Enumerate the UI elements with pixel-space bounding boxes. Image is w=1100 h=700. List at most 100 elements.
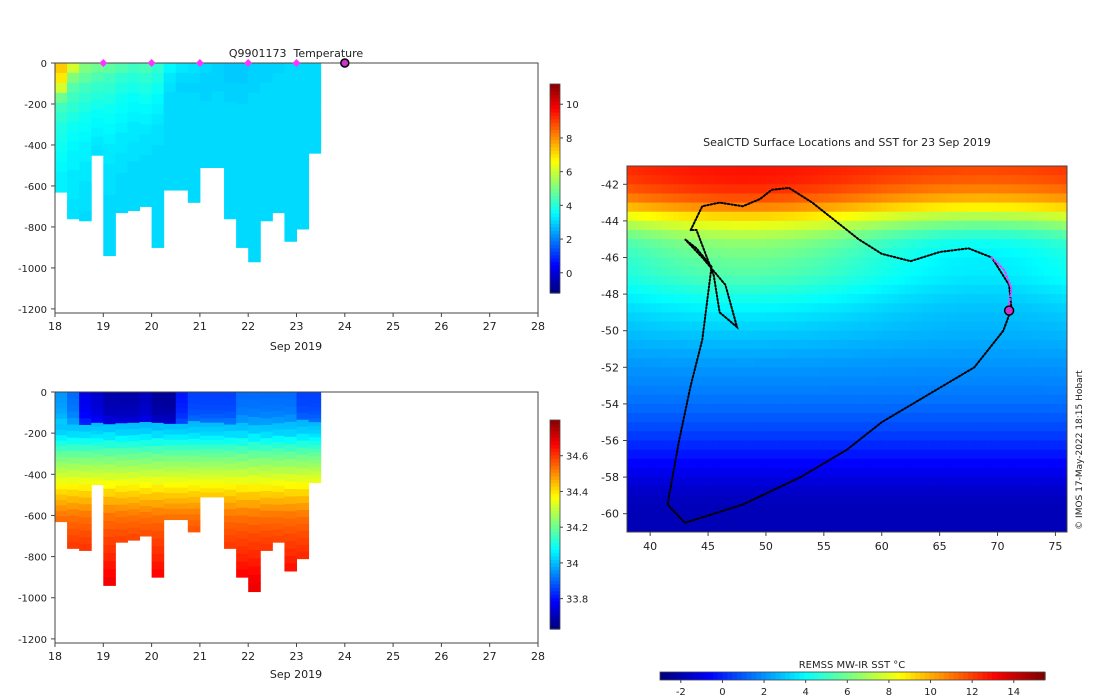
sst-cell xyxy=(875,175,883,185)
salinity-cell xyxy=(55,413,68,420)
sst-cell xyxy=(754,522,761,532)
salinity-cell xyxy=(91,438,104,443)
sst-cell xyxy=(760,184,767,194)
temperature-cell xyxy=(248,102,261,114)
sst-cell xyxy=(852,467,859,478)
sst-cell xyxy=(673,422,680,432)
sst-cell xyxy=(696,193,703,203)
salinity-cell xyxy=(224,496,237,504)
sst-colorbar-swatch xyxy=(1040,672,1046,680)
salinity-x-tick-label: 19 xyxy=(96,650,110,663)
sst-cell xyxy=(875,303,883,313)
sst-cell xyxy=(765,349,773,359)
sst-cell xyxy=(916,330,923,341)
sst-colorbar-swatch xyxy=(857,672,863,680)
temperature-cell xyxy=(308,103,322,114)
sst-cell xyxy=(818,220,825,231)
sst-cell xyxy=(945,294,952,304)
sst-cell xyxy=(945,349,952,359)
sst-cell xyxy=(991,275,998,286)
sst-cell xyxy=(702,495,709,505)
sst-cell xyxy=(702,202,709,213)
sst-cell xyxy=(980,367,987,377)
sst-cell xyxy=(1043,513,1051,524)
salinity-cell xyxy=(55,483,68,490)
sst-cell xyxy=(893,449,900,460)
sst-cell xyxy=(1014,495,1022,505)
sst-cell xyxy=(939,522,946,532)
sst-cell xyxy=(864,376,871,386)
salinity-cell xyxy=(79,471,92,479)
salinity-colorbar-swatch xyxy=(550,531,560,536)
sst-cell xyxy=(847,175,854,185)
sst-cell xyxy=(881,211,888,222)
map-x-tick-label: 40 xyxy=(643,540,657,553)
salinity-cell xyxy=(163,487,177,494)
sst-cell xyxy=(632,275,639,286)
sst-cell xyxy=(627,385,634,396)
sst-cell xyxy=(864,303,871,313)
sst-cell xyxy=(945,166,952,176)
temperature-cell xyxy=(199,91,213,102)
sst-cell xyxy=(1055,266,1062,277)
salinity-cell xyxy=(163,514,177,521)
sst-cell xyxy=(1003,184,1010,194)
sst-cell xyxy=(1009,513,1016,524)
sst-cell xyxy=(754,467,761,478)
sst-cell xyxy=(835,211,842,222)
sst-cell xyxy=(945,312,952,322)
sst-cell xyxy=(806,303,813,313)
sst-cell xyxy=(870,211,877,222)
sst-cell xyxy=(777,403,784,414)
sst-cell xyxy=(922,284,929,295)
salinity-cell xyxy=(163,503,177,510)
sst-cell xyxy=(968,266,975,277)
sst-cell xyxy=(991,504,998,515)
temperature-cell xyxy=(79,122,92,133)
salinity-cell xyxy=(211,457,225,463)
sst-cell xyxy=(638,477,645,487)
sst-cell xyxy=(1049,193,1056,203)
sst-cell xyxy=(650,330,657,341)
sst-cell xyxy=(638,339,645,350)
sst-cell xyxy=(708,175,715,185)
sst-cell xyxy=(887,385,894,396)
sst-cell xyxy=(679,513,686,524)
sst-cell xyxy=(881,339,888,350)
sst-cell xyxy=(939,266,946,277)
sst-cell xyxy=(1049,477,1056,487)
sst-cell xyxy=(870,266,877,277)
sst-cell xyxy=(800,495,807,505)
sst-cell xyxy=(806,477,813,487)
sst-cell xyxy=(945,486,952,496)
sst-cell xyxy=(765,193,773,203)
sst-cell xyxy=(1020,349,1027,359)
sst-cell xyxy=(928,266,935,277)
sst-cell xyxy=(771,422,778,432)
sst-cell xyxy=(771,312,778,322)
salinity-cell xyxy=(296,405,310,414)
sst-cell xyxy=(800,284,807,295)
sst-cell xyxy=(910,239,917,249)
sst-cell xyxy=(650,367,657,377)
salinity-cell xyxy=(199,418,213,424)
sst-cell xyxy=(719,394,726,405)
sst-cell xyxy=(933,339,941,350)
salinity-cell xyxy=(79,497,92,505)
sst-cell xyxy=(806,394,813,405)
sst-cell xyxy=(771,266,778,277)
sst-cell xyxy=(684,330,692,341)
salinity-y-tick-label: 0 xyxy=(41,388,47,399)
sst-cell xyxy=(771,504,778,515)
sst-cell xyxy=(661,275,668,286)
temperature-cell xyxy=(260,151,273,163)
sst-cell xyxy=(725,220,732,231)
sst-cell xyxy=(904,458,912,469)
sst-cell xyxy=(684,504,692,515)
sst-cell xyxy=(1043,257,1051,268)
sst-cell xyxy=(980,339,987,350)
sst-cell xyxy=(742,513,749,524)
temperature-cell xyxy=(187,172,201,183)
sst-cell xyxy=(760,257,767,268)
temperature-colorbar-swatch xyxy=(550,143,560,148)
